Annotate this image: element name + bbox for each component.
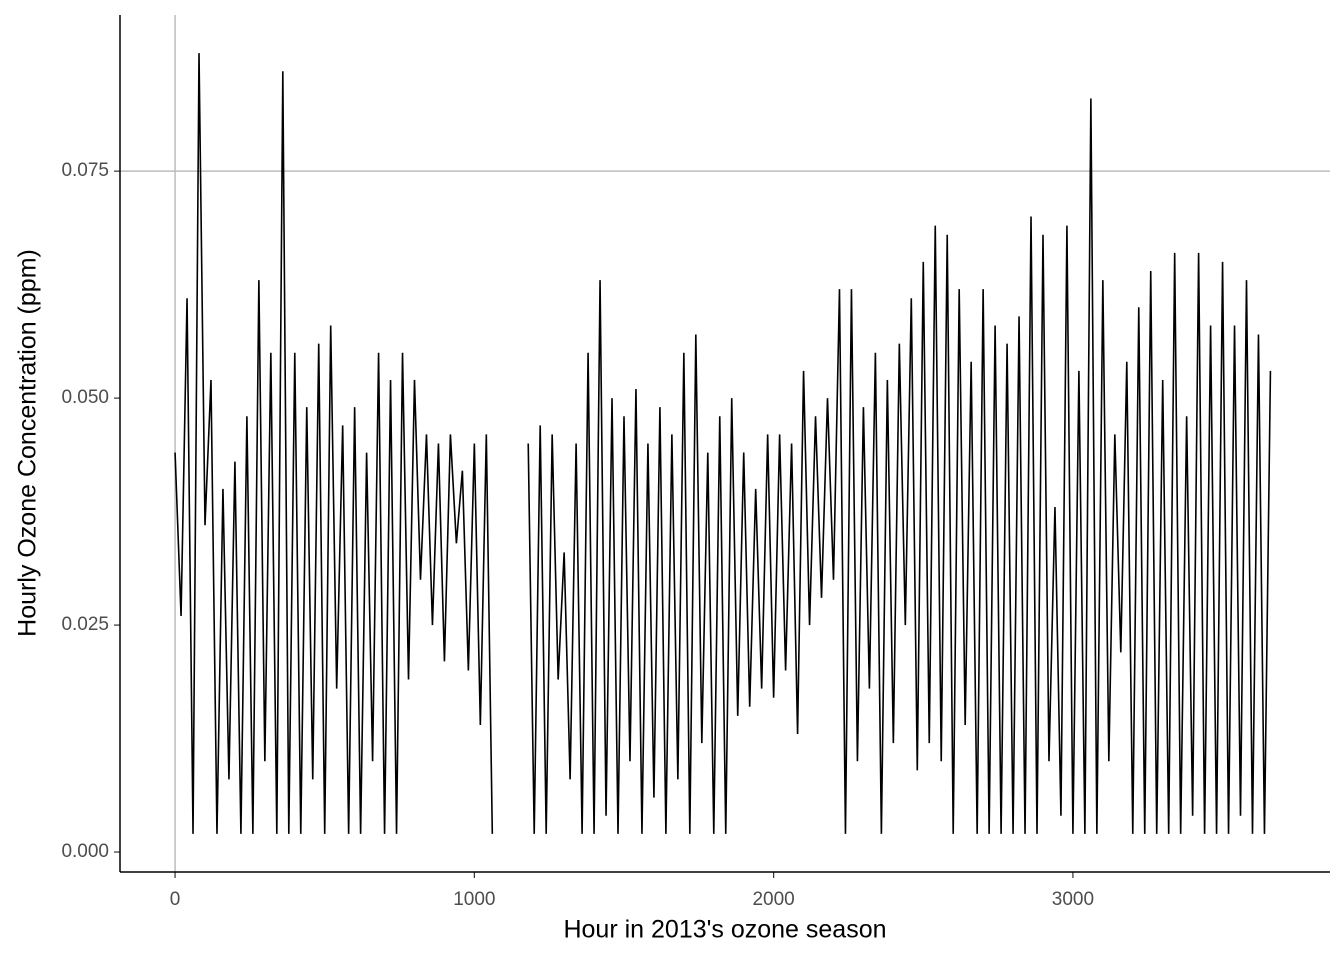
x-axis-title: Hour in 2013's ozone season (563, 916, 886, 944)
y-tick-label: 0.050 (61, 387, 109, 408)
x-tick-label: 1000 (453, 889, 495, 910)
data-line (174, 53, 1272, 834)
x-tick-label: 0 (170, 889, 181, 910)
x-tick-label: 2000 (752, 889, 794, 910)
y-tick-label: 0.075 (61, 160, 109, 181)
y-tick-label: 0.000 (61, 841, 109, 862)
x-tick-label: 3000 (1052, 889, 1094, 910)
y-tick-label: 0.025 (61, 614, 109, 635)
y-axis-title: Hourly Ozone Concentration (ppm) (14, 249, 42, 637)
